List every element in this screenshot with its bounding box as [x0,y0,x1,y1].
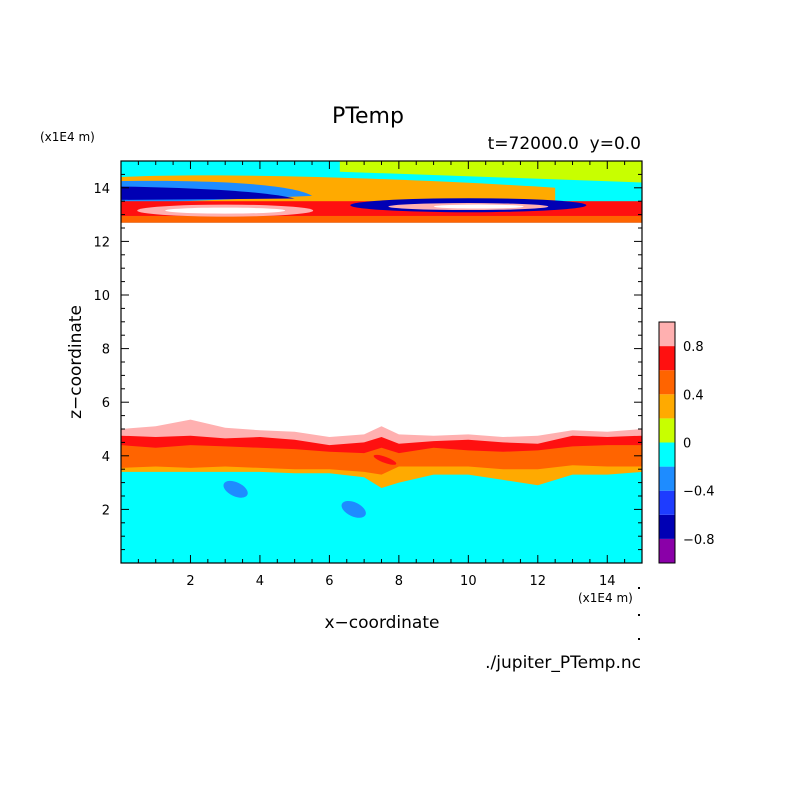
negative-blob-1 [341,501,366,518]
y-tick-labels: 2 4 6 8 10 12 14 [93,182,110,519]
y-tick-label: 8 [102,343,110,358]
y-tick-label: 4 [102,450,110,465]
source-file-label: ./jupiter_PTemp.nc [485,653,641,673]
plot-area [120,160,643,564]
colorbar-tick-label: −0.4 [683,485,715,500]
colorbar-swatch [659,490,675,515]
lower-streak [373,454,397,465]
x-tick-label: 2 [186,574,194,589]
colorbar-swatch [659,442,675,467]
x-tick-label: 14 [599,574,616,589]
x-tick-label: 8 [395,574,403,589]
colorbar-swatch [659,346,675,371]
upper-orange-edge [121,215,642,223]
colorbar-labels: 0.8 0.4 0 −0.4 −0.8 [683,340,715,548]
upper-white-core-2 [433,204,524,209]
colorbar-frame [658,321,676,564]
x-tick-label: 6 [325,574,333,589]
chart-title: PTemp [332,104,404,129]
upper-positive-wedge [339,161,642,183]
y-unit-label: (x1E4 m) [40,130,95,144]
stray-dots [638,587,640,640]
upper-white-core [165,207,286,214]
negative-blob-0 [223,480,248,498]
colorbar-swatch [659,370,675,395]
y-tick-label: 10 [93,289,110,304]
colorbar-swatch [659,466,675,491]
y-tick-label: 2 [102,503,110,518]
y-tick-label: 6 [102,396,110,411]
x-axis-label: x−coordinate [325,613,440,633]
x-tick-label: 10 [460,574,477,589]
contour-field [121,161,642,563]
plot-frame [120,160,643,564]
colorbar-tick-label: 0 [683,437,691,452]
colorbar-swatch [659,538,675,563]
colorbar-tick-label: −0.8 [683,533,715,548]
y-axis-label: z−coordinate [66,305,86,419]
colorbar-swatch [659,514,675,539]
x-tick-label: 12 [530,574,547,589]
y-tick-label: 14 [93,182,110,197]
x-tick-labels: 2 4 6 8 10 12 14 [186,574,615,589]
x-tick-label: 4 [256,574,264,589]
colorbar-swatch [659,418,675,443]
colorbar-tick-label: 0.4 [683,388,704,403]
lower-band-top_0-0 [121,471,642,563]
colorbar [658,321,676,564]
colorbar-tick-label: 0.8 [683,340,704,355]
upper-deep-blue-band [121,186,295,200]
x-unit-label: (x1E4 m) [578,591,633,605]
colorbar-swatch [659,394,675,419]
chart-subtitle: t=72000.0 y=0.0 [488,134,641,154]
y-tick-label: 12 [93,235,110,250]
axis-ticks [121,161,642,563]
colorbar-swatch [659,322,675,347]
